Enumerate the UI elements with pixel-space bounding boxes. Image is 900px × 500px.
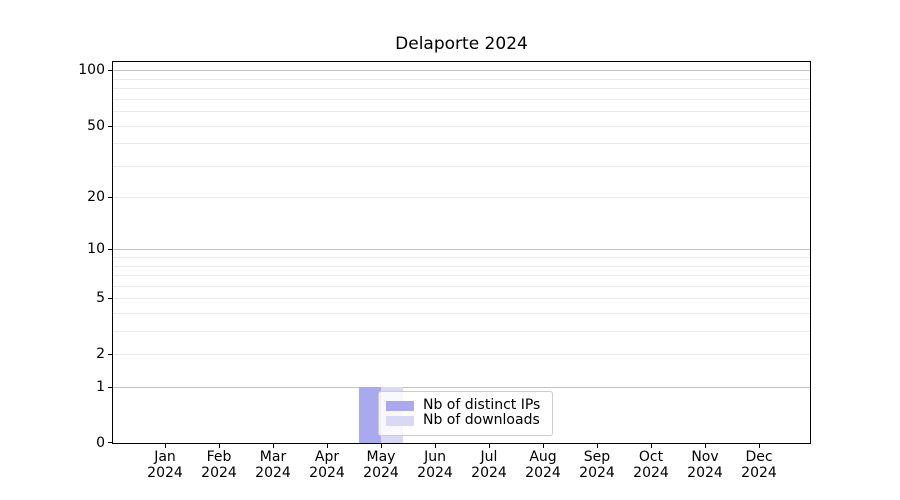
y-axis-tick	[108, 387, 112, 388]
year-label: 2024	[363, 465, 399, 481]
month-label: Nov	[691, 449, 719, 465]
x-axis-tick-label: Feb 2024	[189, 449, 249, 481]
x-axis-tick-label: May 2024	[351, 449, 411, 481]
x-axis-tick	[219, 444, 220, 448]
month-label: Sep	[583, 449, 611, 465]
legend-entry-nb-of-distinct-ips: Nb of distinct IPs	[379, 398, 552, 413]
y-gridline-minor	[113, 197, 810, 199]
x-axis-tick	[273, 444, 274, 448]
chart-legend: Nb of distinct IPs Nb of downloads	[378, 391, 553, 436]
y-axis-tick-label: 2	[96, 346, 105, 363]
y-gridline-minor	[113, 285, 810, 287]
year-label: 2024	[579, 465, 615, 481]
y-gridline-minor	[113, 88, 810, 90]
x-axis-tick-label: Oct 2024	[621, 449, 681, 481]
y-axis-tick	[108, 249, 112, 251]
x-axis-tick-label: Apr 2024	[297, 449, 357, 481]
year-label: 2024	[201, 465, 237, 481]
y-axis-tick-label: 0	[96, 435, 105, 451]
legend-label: Nb of downloads	[423, 412, 540, 428]
y-gridline-major	[113, 70, 810, 72]
year-label: 2024	[471, 465, 507, 481]
month-label: Jan	[154, 449, 176, 465]
x-axis-tick	[597, 444, 598, 448]
month-label: Mar	[259, 449, 287, 465]
y-axis-tick-label: 5	[96, 290, 105, 307]
y-axis-tick-label: 20	[87, 189, 105, 206]
year-label: 2024	[309, 465, 345, 481]
y-gridline-minor	[113, 143, 810, 145]
x-axis-tick	[435, 444, 436, 448]
y-axis-tick	[108, 197, 112, 199]
x-axis-tick-label: Jan 2024	[135, 449, 195, 481]
year-label: 2024	[741, 465, 777, 481]
legend-entry-nb-of-downloads: Nb of downloads	[379, 413, 552, 428]
y-axis-tick-label: 50	[87, 117, 105, 134]
y-gridline-minor	[113, 331, 810, 333]
y-axis-tick	[108, 442, 112, 443]
y-axis-tick-label: 10	[87, 241, 105, 258]
y-axis-tick	[108, 298, 112, 300]
year-label: 2024	[255, 465, 291, 481]
x-axis-tick	[705, 444, 706, 448]
x-axis-tick-label: Mar 2024	[243, 449, 303, 481]
year-label: 2024	[525, 465, 561, 481]
y-axis-tick	[108, 354, 112, 356]
x-axis-tick-label: Sep 2024	[567, 449, 627, 481]
y-gridline-minor	[113, 111, 810, 113]
y-gridline-minor	[113, 265, 810, 267]
y-axis-tick	[108, 125, 112, 127]
x-axis-tick	[759, 444, 760, 448]
x-axis-tick	[489, 444, 490, 448]
month-label: May	[366, 449, 396, 465]
y-gridline-minor	[113, 275, 810, 277]
month-label: Aug	[529, 449, 557, 465]
year-label: 2024	[147, 465, 183, 481]
x-axis-tick	[165, 444, 166, 448]
year-label: 2024	[687, 465, 723, 481]
y-gridline-major	[113, 387, 810, 388]
x-axis-tick	[327, 444, 328, 448]
x-axis-tick	[381, 444, 382, 448]
y-gridline-minor	[113, 298, 810, 300]
month-label: Jun	[424, 449, 446, 465]
y-gridline-minor	[113, 257, 810, 259]
y-gridline-minor	[113, 354, 810, 356]
legend-swatch-nb-of-downloads	[386, 415, 414, 426]
month-label: Feb	[206, 449, 232, 465]
x-axis-tick-label: Aug 2024	[513, 449, 573, 481]
x-axis-tick-label: Jun 2024	[405, 449, 465, 481]
y-gridline-minor	[113, 125, 810, 127]
legend-swatch-nb-of-distinct-ips	[386, 400, 414, 411]
x-axis-tick	[543, 444, 544, 448]
legend-label: Nb of distinct IPs	[423, 397, 541, 413]
x-axis-tick-label: Jul 2024	[459, 449, 519, 481]
y-gridline-major	[113, 249, 810, 251]
y-gridline-minor	[113, 98, 810, 100]
y-axis-tick	[108, 70, 112, 72]
bar-nb-of-distinct-ips-may	[359, 387, 381, 443]
x-axis-tick	[651, 444, 652, 448]
year-label: 2024	[633, 465, 669, 481]
year-label: 2024	[417, 465, 453, 481]
y-axis-tick-label: 1	[96, 379, 105, 395]
y-gridline-minor	[113, 165, 810, 167]
y-gridline-minor	[113, 78, 810, 80]
x-axis-tick-label: Dec 2024	[729, 449, 789, 481]
chart-title: Delaporte 2024	[395, 34, 528, 54]
month-label: Apr	[314, 449, 340, 465]
y-gridline-minor	[113, 313, 810, 314]
y-axis-tick-label: 100	[78, 62, 105, 79]
month-label: Oct	[638, 449, 664, 465]
x-axis-tick-label: Nov 2024	[675, 449, 735, 481]
plot-area: 0 1 2 5 10 20 50 100 Jan 2024 Feb 2024 Mar 2024 Apr 202…	[78, 61, 811, 481]
month-label: Jul	[480, 449, 498, 465]
month-label: Dec	[745, 449, 773, 465]
